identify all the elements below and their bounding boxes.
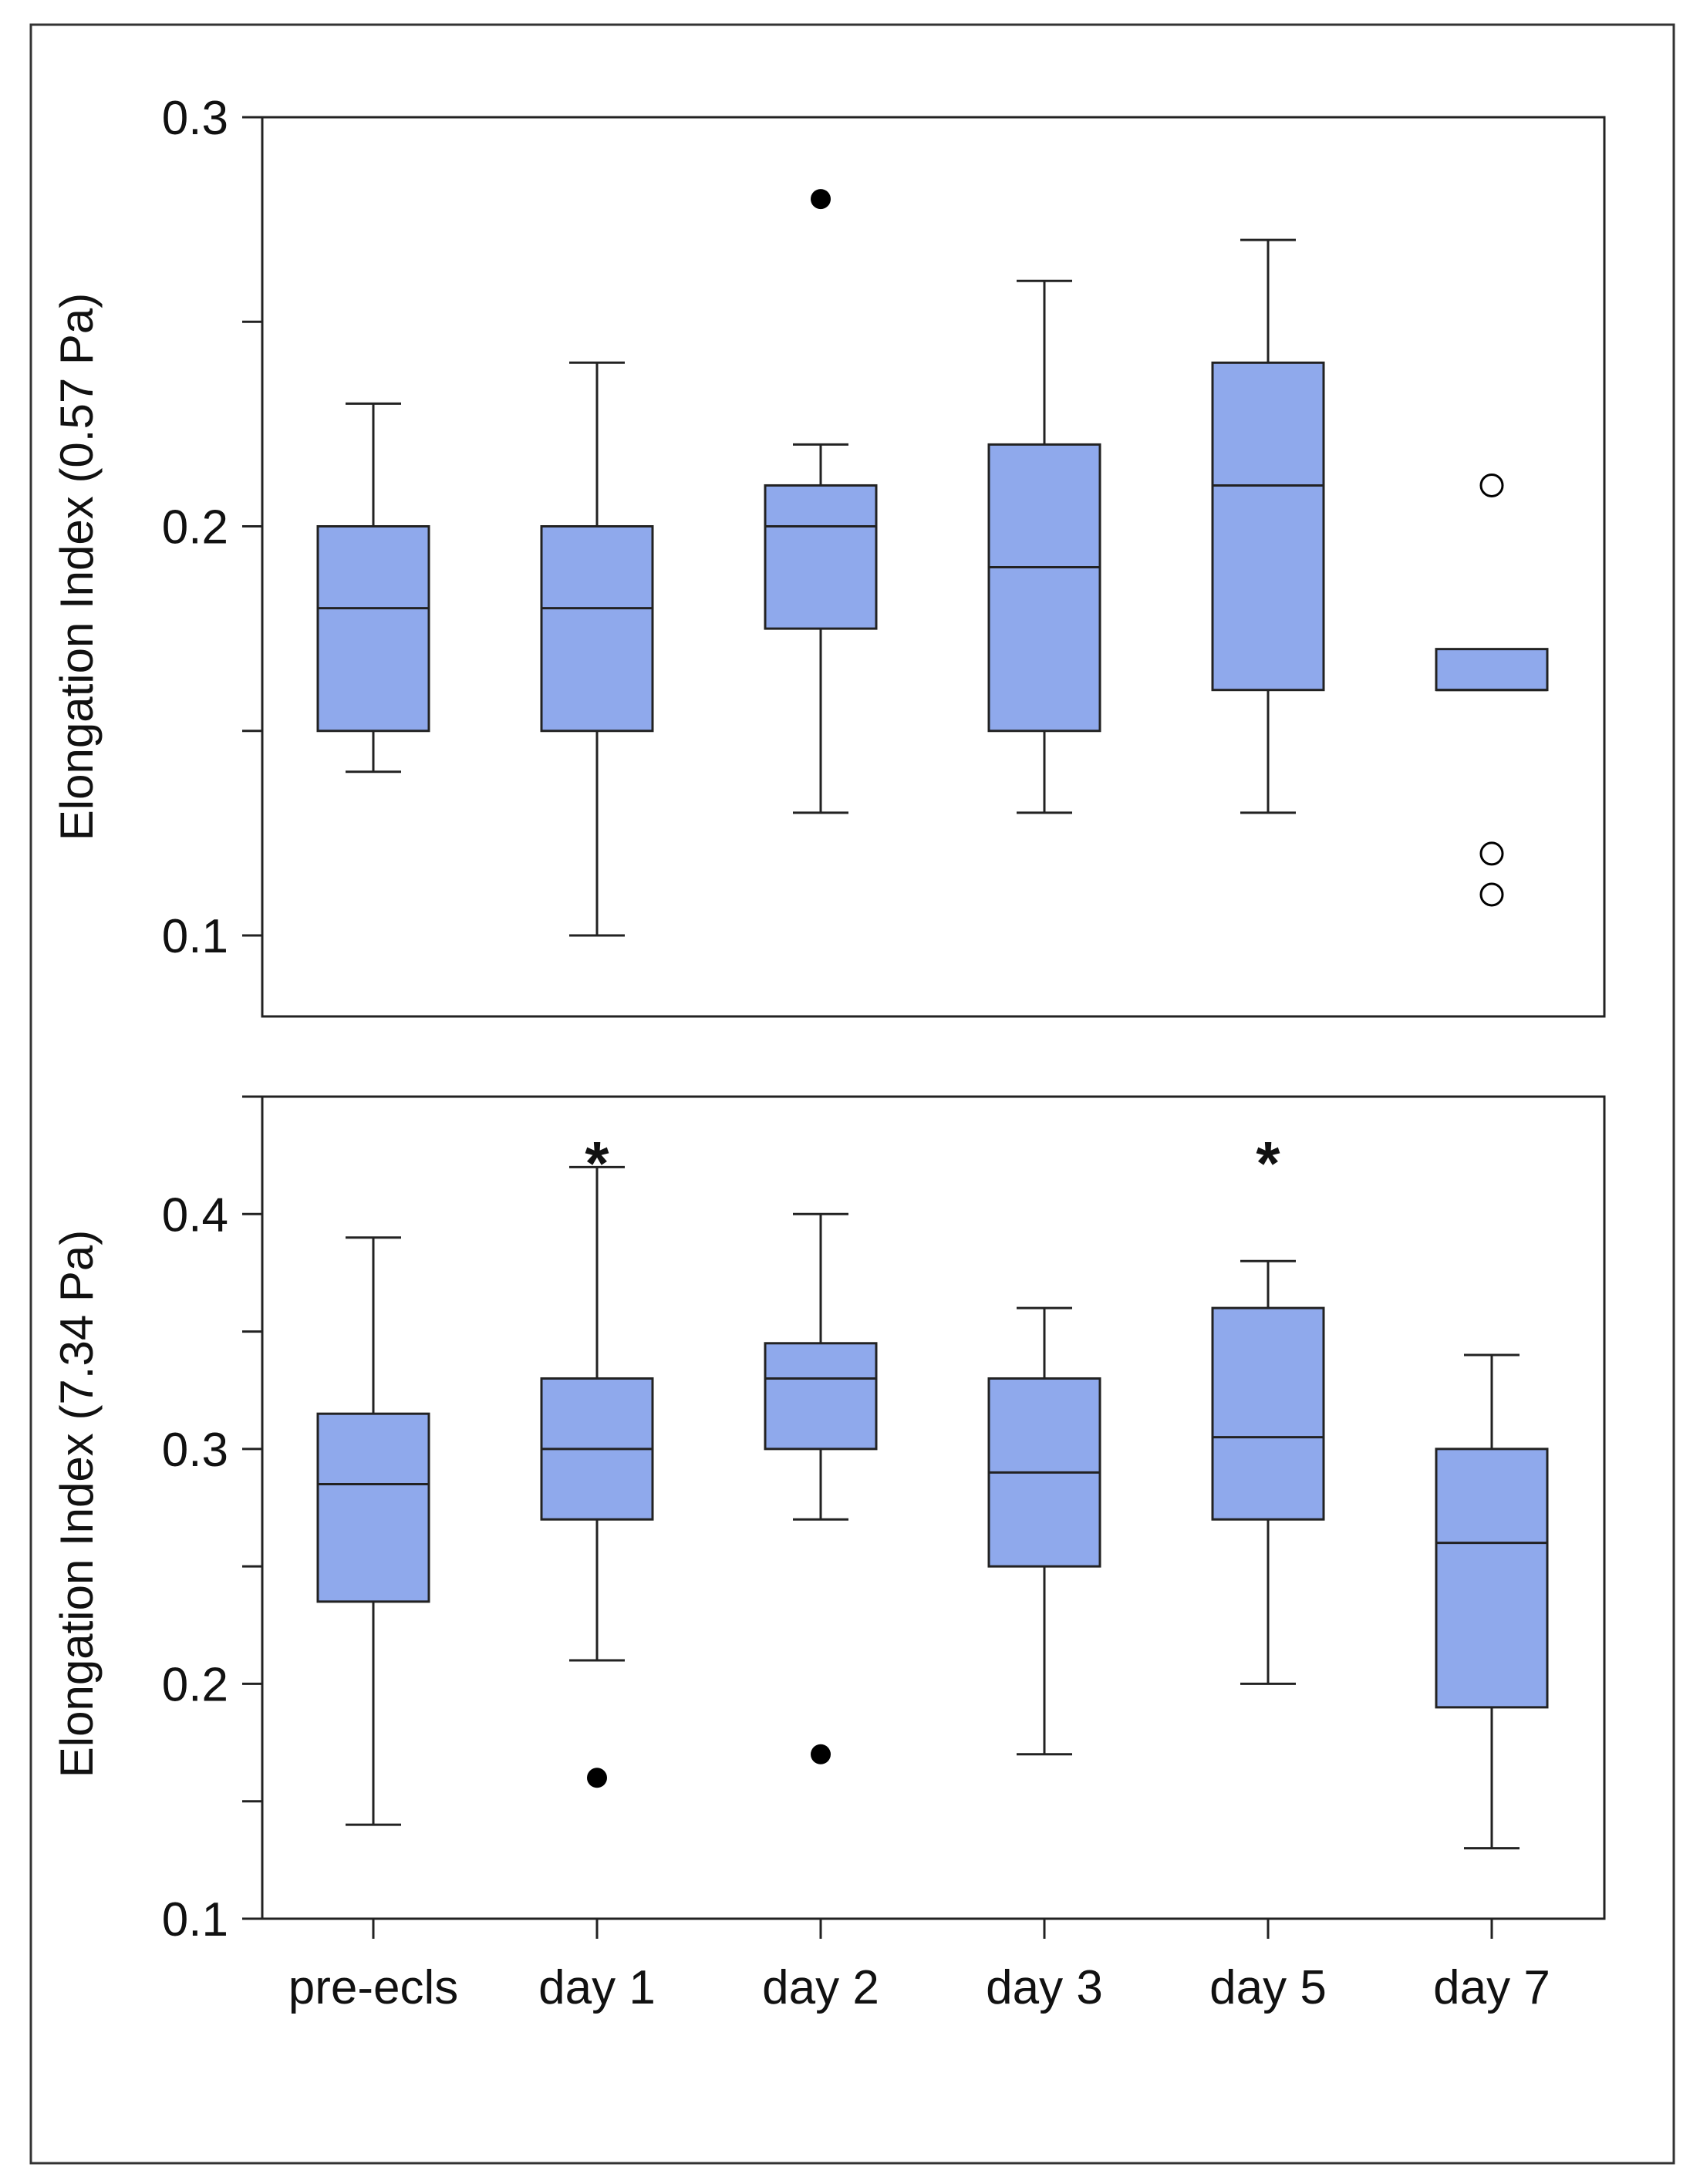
outlier-filled xyxy=(587,1768,607,1788)
bottom-y-axis-label: Elongation Index (7.34 Pa) xyxy=(51,1230,103,1778)
y-tick-label: 0.2 xyxy=(162,1658,228,1711)
y-tick-label: 0.1 xyxy=(162,1893,228,1946)
x-tick-label: pre-ecls xyxy=(288,1961,459,2014)
bottom-plot-area xyxy=(261,1095,1606,1920)
box xyxy=(1435,648,1549,692)
bottom-plot-marks: 0.1 0.2 0.3 0.4 * * xyxy=(162,1095,1549,1946)
box xyxy=(316,1412,430,1603)
significance-marker: * xyxy=(1256,1129,1280,1198)
bottom-panel: Elongation Index (7.34 Pa) 0.1 0.2 0.3 0.4 *… xyxy=(51,1095,1606,1946)
y-tick-label: 0.2 xyxy=(162,501,228,554)
box xyxy=(1211,361,1325,692)
top-panel: Elongation Index (0.57 Pa) 0.1 0.2 0.3 xyxy=(51,92,1606,1018)
top-y-axis-label: Elongation Index (0.57 Pa) xyxy=(51,293,103,841)
y-tick-label: 0.1 xyxy=(162,910,228,963)
outlier-open xyxy=(1479,841,1504,866)
y-tick-label: 0.4 xyxy=(162,1188,228,1242)
outlier-open xyxy=(1479,882,1504,907)
x-tick-label: day 1 xyxy=(538,1961,656,2014)
outlier-filled xyxy=(811,1744,831,1764)
box xyxy=(540,525,654,733)
box xyxy=(1435,1448,1549,1709)
y-tick-label: 0.3 xyxy=(162,1424,228,1477)
top-plot-area xyxy=(261,116,1606,1018)
box xyxy=(316,525,430,733)
x-tick-label: day 7 xyxy=(1433,1961,1550,2014)
top-plot-marks: 0.1 0.2 0.3 xyxy=(162,92,1549,963)
x-axis-category-labels: pre-ecls day 1 day 2 day 3 day 5 day 7 xyxy=(288,1961,1550,2014)
box xyxy=(764,484,878,630)
box xyxy=(764,1342,878,1451)
box xyxy=(987,443,1101,733)
figure-frame xyxy=(29,23,1675,2165)
x-tick-label: day 3 xyxy=(986,1961,1103,2014)
significance-marker: * xyxy=(585,1129,609,1198)
outlier-filled xyxy=(811,189,831,210)
x-tick-label: day 2 xyxy=(762,1961,879,2014)
box xyxy=(1211,1306,1325,1521)
outlier-open xyxy=(1479,473,1504,497)
y-tick-label: 0.3 xyxy=(162,92,228,145)
x-tick-label: day 5 xyxy=(1209,1961,1327,2014)
